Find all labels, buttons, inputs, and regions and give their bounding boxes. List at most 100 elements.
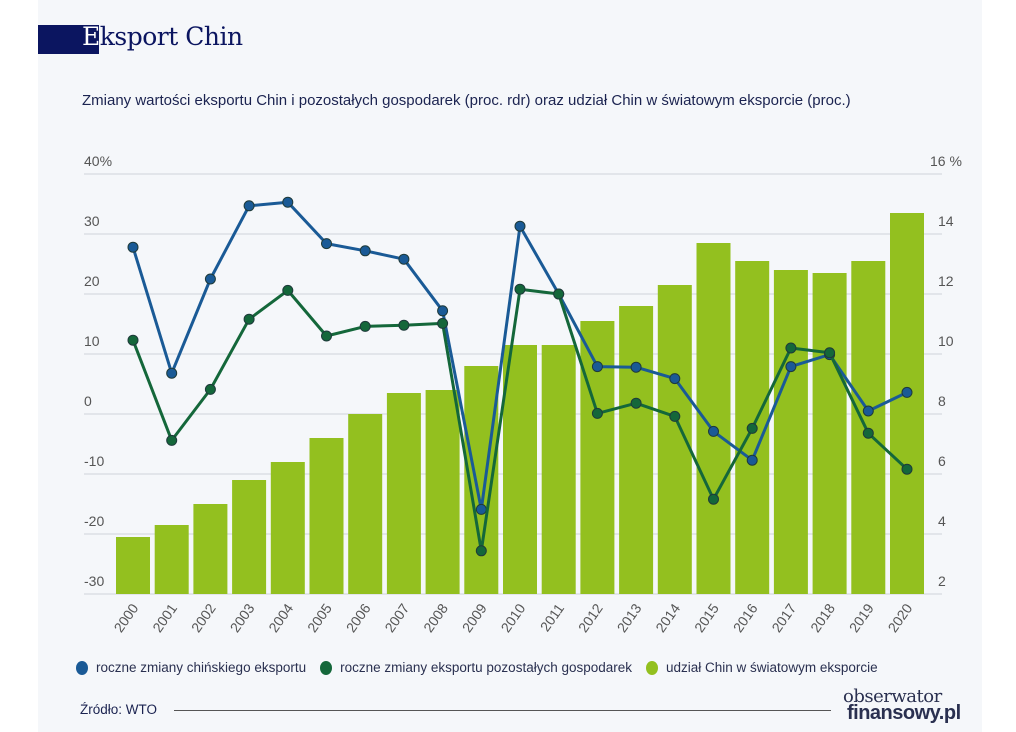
point-others-2017 xyxy=(785,342,797,354)
left-tick-label: 0 xyxy=(84,393,92,409)
bar-2004 xyxy=(270,462,305,594)
logo-line2: finansowy.pl xyxy=(847,702,961,724)
point-others-2012 xyxy=(591,407,603,419)
bar-2011 xyxy=(541,345,576,594)
legend-dot-icon xyxy=(646,660,659,675)
source-divider xyxy=(174,710,831,711)
bar-2006 xyxy=(348,414,383,594)
point-others-2010 xyxy=(514,283,526,295)
x-tick-label: 2006 xyxy=(343,600,374,635)
point-china-2012 xyxy=(591,361,603,373)
point-china-2009 xyxy=(475,503,487,515)
point-china-2005 xyxy=(321,238,332,250)
right-tick-label: 14 xyxy=(938,213,954,229)
point-others-2009 xyxy=(475,545,487,557)
right-tick-label: 12 xyxy=(938,273,954,289)
left-tick-label: 40% xyxy=(84,153,112,169)
source-note: Źródło: WTO xyxy=(80,702,158,717)
bar-2003 xyxy=(232,480,267,594)
x-tick-label: 2003 xyxy=(227,600,258,635)
x-tick-label: 2007 xyxy=(381,600,412,635)
legend-label: roczne zmiany eksportu pozostałych gospo… xyxy=(340,660,633,675)
point-others-2001 xyxy=(166,434,178,446)
point-others-2008 xyxy=(437,317,449,329)
x-tick-label: 2019 xyxy=(846,600,877,635)
point-others-2005 xyxy=(321,330,332,342)
bar-2010 xyxy=(503,345,537,594)
point-others-2000 xyxy=(127,334,139,346)
right-tick-label: 4 xyxy=(938,513,946,529)
legend-dot-icon xyxy=(76,660,88,675)
point-china-2019 xyxy=(862,405,874,417)
legend-item-share: udział Chin w światowym eksporcie xyxy=(646,660,878,675)
x-tick-label: 2013 xyxy=(614,600,645,635)
logo-line1: obserwator xyxy=(843,686,942,707)
x-tick-label: 2002 xyxy=(188,600,219,635)
point-china-2000 xyxy=(127,241,139,253)
point-china-2016 xyxy=(746,454,758,466)
right-tick-label: 2 xyxy=(938,573,946,589)
legend-item-china: roczne zmiany chińskiego eksportu xyxy=(76,660,306,675)
right-tick-label: 10 xyxy=(938,333,954,349)
point-others-2011 xyxy=(553,288,565,300)
point-china-2002 xyxy=(204,273,216,285)
bar-2002 xyxy=(193,504,228,594)
x-tick-label: 2008 xyxy=(420,600,451,635)
bar-2019 xyxy=(851,261,886,594)
legend-dot-icon xyxy=(320,660,333,675)
bar-2008 xyxy=(425,390,460,594)
point-others-2016 xyxy=(746,422,758,434)
point-china-2006 xyxy=(359,245,371,257)
point-others-2019 xyxy=(862,427,874,439)
point-others-2007 xyxy=(398,319,410,331)
title-rest: ksport Chin xyxy=(99,22,243,51)
point-others-2003 xyxy=(243,313,255,325)
left-tick-label: -10 xyxy=(84,453,104,469)
bar-2018 xyxy=(812,273,847,594)
bar-2005 xyxy=(309,438,344,594)
x-tick-label: 2012 xyxy=(575,600,606,635)
title-banner xyxy=(38,25,99,54)
right-tick-label: 16 % xyxy=(930,153,962,169)
x-tick-label: 2001 xyxy=(149,600,180,635)
x-tick-label: 2009 xyxy=(459,600,490,635)
logo: obserwator finansowy.pl xyxy=(843,686,961,724)
left-tick-label: 30 xyxy=(84,213,100,229)
bar-2000 xyxy=(116,537,150,594)
x-tick-label: 2015 xyxy=(691,600,722,635)
bar-2020 xyxy=(890,213,924,594)
point-others-2020 xyxy=(901,463,913,475)
point-china-2001 xyxy=(166,367,178,379)
x-tick-label: 2018 xyxy=(807,600,838,635)
point-others-2015 xyxy=(708,493,719,505)
point-others-2002 xyxy=(204,383,216,395)
point-china-2003 xyxy=(243,200,255,212)
chart-title: Eksport Chin xyxy=(82,22,243,51)
point-china-2004 xyxy=(282,196,294,208)
x-tick-label: 2014 xyxy=(652,600,683,635)
legend-item-others: roczne zmiany eksportu pozostałych gospo… xyxy=(320,660,632,675)
x-tick-label: 2011 xyxy=(537,600,567,634)
x-tick-label: 2020 xyxy=(884,600,915,635)
point-china-2017 xyxy=(785,361,797,373)
left-tick-label: -20 xyxy=(84,513,104,529)
point-china-2008 xyxy=(437,305,449,317)
legend: roczne zmiany chińskiego eksportu roczne… xyxy=(76,660,892,675)
point-others-2004 xyxy=(282,284,294,296)
point-china-2007 xyxy=(398,253,410,265)
point-others-2006 xyxy=(359,320,371,332)
legend-label: roczne zmiany chińskiego eksportu xyxy=(96,660,307,675)
point-others-2018 xyxy=(824,347,836,359)
x-tick-label: 2000 xyxy=(110,600,141,635)
point-others-2013 xyxy=(630,397,642,409)
point-china-2010 xyxy=(514,220,526,232)
x-tick-label: 2010 xyxy=(497,600,528,635)
right-tick-label: 8 xyxy=(938,393,946,409)
title-first-letter: E xyxy=(82,22,100,51)
bar-2007 xyxy=(386,393,421,594)
point-china-2014 xyxy=(669,373,681,385)
chart-subtitle: Zmiany wartości eksportu Chin i pozostał… xyxy=(82,92,851,109)
bar-2013 xyxy=(619,306,654,594)
point-china-2020 xyxy=(901,386,913,398)
